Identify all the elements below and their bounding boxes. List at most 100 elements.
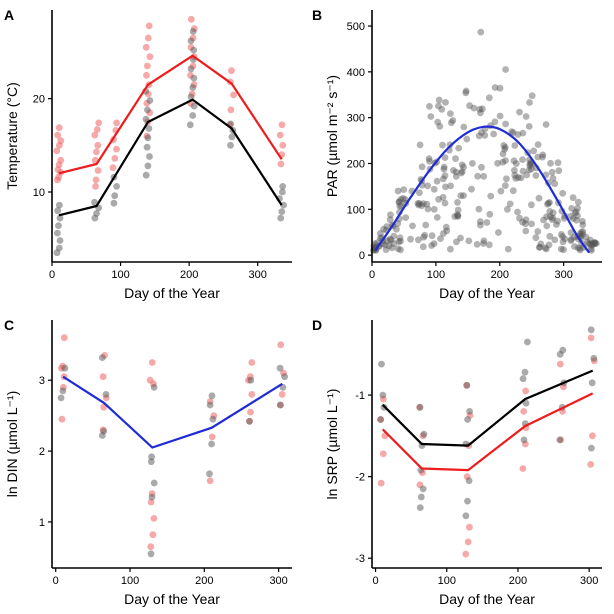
- data-point: [559, 238, 567, 246]
- data-point: [548, 216, 556, 224]
- data-point: [144, 134, 152, 142]
- data-point: [443, 227, 451, 235]
- data-point: [462, 550, 470, 558]
- data-point: [377, 416, 384, 423]
- data-point: [487, 192, 495, 200]
- data-point: [54, 131, 62, 139]
- data-point: [516, 214, 523, 222]
- data-point: [423, 200, 431, 208]
- y-tick-label: 300: [347, 113, 365, 125]
- data-point: [544, 200, 551, 208]
- data-point: [457, 192, 465, 200]
- data-point: [502, 157, 509, 165]
- data-point: [546, 232, 554, 240]
- data-point: [397, 246, 404, 254]
- data-point: [555, 167, 563, 175]
- data-point: [559, 189, 567, 197]
- data-point: [94, 141, 102, 149]
- data-point: [91, 131, 99, 139]
- data-point: [113, 119, 120, 127]
- x-tick-label: 0: [369, 269, 375, 281]
- data-point: [187, 37, 195, 45]
- data-point: [148, 453, 156, 461]
- data-point: [527, 165, 535, 173]
- panel-B: B 0 100 200 300 0 100 200 300 400 500 Day of the Ye…: [312, 7, 602, 301]
- data-point: [99, 373, 107, 381]
- data-point: [94, 167, 102, 174]
- data-point: [434, 118, 442, 126]
- data-point: [281, 373, 288, 381]
- data-point: [590, 354, 598, 362]
- data-point: [559, 346, 567, 354]
- data-point: [150, 383, 158, 391]
- data-point: [572, 208, 580, 216]
- x-tick-label: 300: [249, 269, 267, 281]
- data-point: [248, 359, 256, 366]
- data-point: [276, 131, 284, 139]
- data-point: [466, 523, 473, 531]
- y-axis-label: ln DIN (µmol L⁻¹): [4, 391, 20, 497]
- data-point: [501, 145, 508, 153]
- data-point: [276, 364, 284, 372]
- data-point: [394, 245, 402, 253]
- data-point: [449, 117, 457, 124]
- data-point: [377, 479, 385, 487]
- data-point: [93, 126, 101, 133]
- data-points: [377, 326, 598, 558]
- series-line-fit: [62, 375, 283, 449]
- data-point: [418, 202, 426, 210]
- data-point: [583, 238, 591, 246]
- data-point: [421, 231, 429, 239]
- y-tick-label: 3: [39, 375, 45, 387]
- data-point: [396, 202, 404, 210]
- data-point: [57, 394, 65, 402]
- data-point: [490, 130, 497, 138]
- data-point: [416, 403, 424, 411]
- data-point: [386, 216, 394, 224]
- data-point: [462, 89, 470, 97]
- data-point: [437, 235, 444, 243]
- data-point: [420, 233, 428, 241]
- data-point: [208, 433, 216, 441]
- data-point: [247, 408, 254, 416]
- data-point: [477, 28, 485, 36]
- y-tick-label: 20: [33, 94, 45, 106]
- data-point: [452, 168, 460, 176]
- data-point: [383, 223, 391, 230]
- data-point: [469, 160, 476, 167]
- data-point: [536, 243, 544, 251]
- data-point: [110, 199, 118, 207]
- data-point: [576, 245, 584, 252]
- data-point: [519, 375, 527, 383]
- data-point: [519, 129, 527, 137]
- data-point: [568, 205, 575, 212]
- data-point: [383, 237, 391, 245]
- data-point: [146, 97, 154, 104]
- data-point: [464, 416, 471, 423]
- data-point: [528, 201, 535, 209]
- y-tick-label: 0: [359, 250, 365, 262]
- data-point: [142, 171, 150, 179]
- data-point: [453, 238, 460, 246]
- data-point: [92, 176, 100, 184]
- data-point: [528, 220, 535, 228]
- data-point: [491, 84, 499, 91]
- data-point: [477, 109, 484, 117]
- data-point: [545, 199, 552, 207]
- data-point: [400, 186, 408, 194]
- data-point: [442, 99, 449, 106]
- data-point: [464, 538, 472, 546]
- data-point: [593, 240, 600, 247]
- data-point: [111, 155, 119, 162]
- data-point: [441, 172, 449, 180]
- data-point: [480, 237, 488, 245]
- data-point: [56, 201, 63, 209]
- data-point: [100, 427, 108, 435]
- data-point: [415, 236, 422, 244]
- data-point: [466, 102, 473, 110]
- x-tick-label: 200: [491, 269, 509, 281]
- data-point: [574, 198, 582, 206]
- data-point: [578, 228, 585, 236]
- data-point: [534, 228, 542, 235]
- data-point: [190, 46, 198, 54]
